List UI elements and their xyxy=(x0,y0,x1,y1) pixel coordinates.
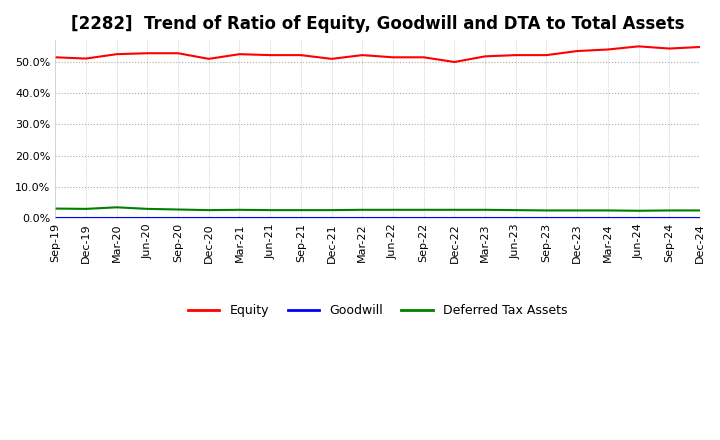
Goodwill xyxy=(328,216,336,221)
Title: [2282]  Trend of Ratio of Equity, Goodwill and DTA to Total Assets: [2282] Trend of Ratio of Equity, Goodwil… xyxy=(71,15,685,33)
Deferred Tax Assets xyxy=(419,207,428,213)
Equity xyxy=(696,44,704,50)
Deferred Tax Assets xyxy=(511,208,520,213)
Goodwill xyxy=(511,216,520,221)
Goodwill xyxy=(51,216,60,221)
Goodwill xyxy=(389,216,397,221)
Goodwill xyxy=(419,216,428,221)
Equity xyxy=(266,52,274,58)
Deferred Tax Assets xyxy=(696,208,704,213)
Line: Deferred Tax Assets: Deferred Tax Assets xyxy=(55,207,700,211)
Goodwill xyxy=(204,216,213,221)
Goodwill xyxy=(603,216,612,221)
Equity xyxy=(204,56,213,62)
Equity xyxy=(143,51,152,56)
Equity xyxy=(511,52,520,58)
Equity xyxy=(235,51,244,57)
Goodwill xyxy=(112,216,121,221)
Deferred Tax Assets xyxy=(235,207,244,213)
Deferred Tax Assets xyxy=(358,207,366,213)
Deferred Tax Assets xyxy=(204,208,213,213)
Legend: Equity, Goodwill, Deferred Tax Assets: Equity, Goodwill, Deferred Tax Assets xyxy=(183,299,572,323)
Deferred Tax Assets xyxy=(389,207,397,213)
Equity xyxy=(389,55,397,60)
Equity xyxy=(328,56,336,62)
Goodwill xyxy=(81,216,90,221)
Goodwill xyxy=(297,216,305,221)
Equity xyxy=(419,55,428,60)
Deferred Tax Assets xyxy=(51,206,60,211)
Goodwill xyxy=(481,216,490,221)
Deferred Tax Assets xyxy=(634,208,643,213)
Deferred Tax Assets xyxy=(143,206,152,212)
Equity xyxy=(297,52,305,58)
Equity xyxy=(81,56,90,61)
Goodwill xyxy=(696,216,704,221)
Deferred Tax Assets xyxy=(297,208,305,213)
Equity xyxy=(634,44,643,49)
Goodwill xyxy=(450,216,459,221)
Equity xyxy=(603,47,612,52)
Deferred Tax Assets xyxy=(266,208,274,213)
Equity xyxy=(112,51,121,57)
Deferred Tax Assets xyxy=(542,208,551,213)
Equity xyxy=(174,51,182,56)
Deferred Tax Assets xyxy=(174,207,182,212)
Deferred Tax Assets xyxy=(481,207,490,213)
Goodwill xyxy=(266,216,274,221)
Goodwill xyxy=(358,216,366,221)
Goodwill xyxy=(573,216,582,221)
Equity xyxy=(358,52,366,58)
Goodwill xyxy=(542,216,551,221)
Equity xyxy=(542,52,551,58)
Equity xyxy=(481,54,490,59)
Deferred Tax Assets xyxy=(328,208,336,213)
Deferred Tax Assets xyxy=(665,208,674,213)
Equity xyxy=(665,46,674,51)
Goodwill xyxy=(174,216,182,221)
Equity xyxy=(450,59,459,65)
Deferred Tax Assets xyxy=(81,206,90,212)
Goodwill xyxy=(665,216,674,221)
Deferred Tax Assets xyxy=(603,208,612,213)
Goodwill xyxy=(634,216,643,221)
Deferred Tax Assets xyxy=(573,208,582,213)
Deferred Tax Assets xyxy=(450,207,459,213)
Deferred Tax Assets xyxy=(112,205,121,210)
Goodwill xyxy=(143,216,152,221)
Goodwill xyxy=(235,216,244,221)
Line: Equity: Equity xyxy=(55,46,700,62)
Equity xyxy=(573,48,582,54)
Equity xyxy=(51,55,60,60)
